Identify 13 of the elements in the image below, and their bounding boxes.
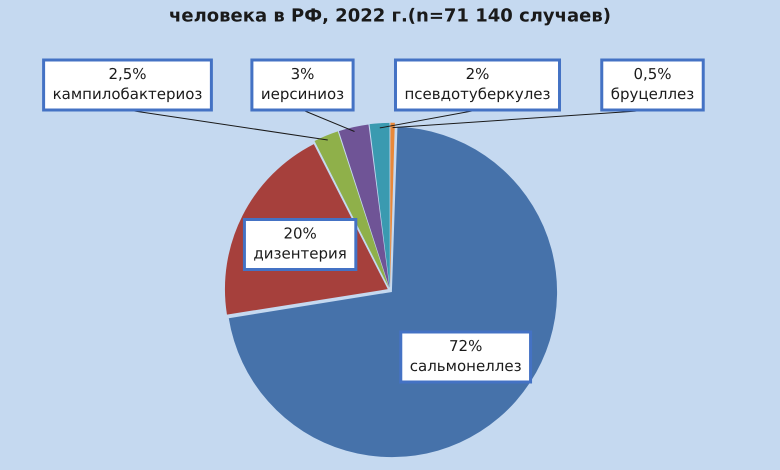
data-label: 2,5% xyxy=(108,64,147,83)
data-label: 72% xyxy=(448,336,482,355)
data-label: 3% xyxy=(290,64,314,83)
slice-label: псевдотуберкулез xyxy=(404,84,551,103)
slice-label: дизентерия xyxy=(253,244,347,262)
data-label: 20% xyxy=(283,224,317,242)
slice-label: кампилобактериоз xyxy=(52,84,202,103)
data-label: 0,5% xyxy=(633,64,672,83)
slice-label: иерсиниоз xyxy=(260,84,344,103)
data-label: 2% xyxy=(466,64,490,83)
slice-label: сальмонеллез xyxy=(410,356,522,375)
slice-label: бруцеллез xyxy=(610,84,694,103)
chart-title: человека в РФ, 2022 г.(n=71 140 случаев) xyxy=(169,5,611,26)
